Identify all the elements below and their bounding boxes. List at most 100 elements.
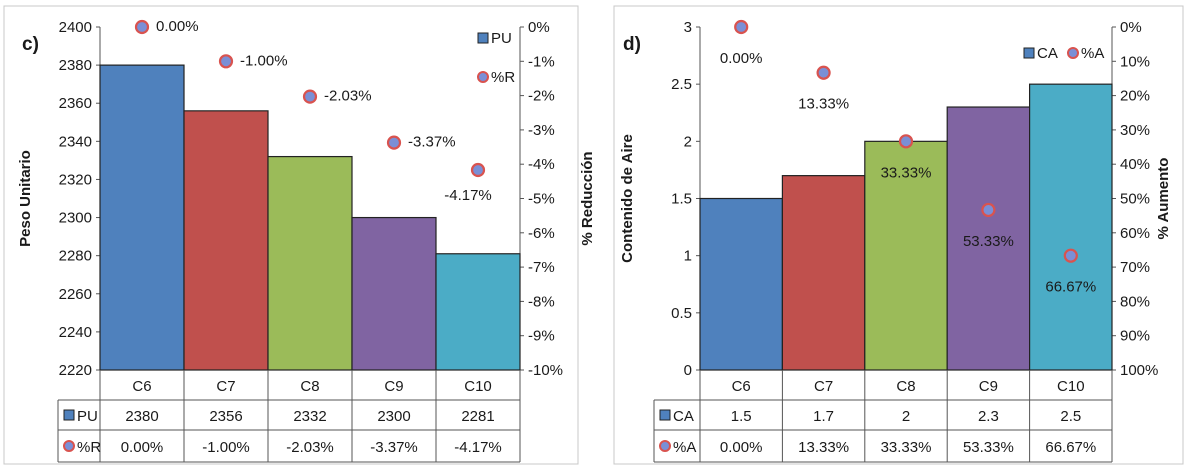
point-label: 0.00%	[156, 18, 199, 35]
y-tick-label: 0.5	[671, 305, 692, 322]
y2-tick-label: 0%	[528, 19, 550, 36]
table-series-name: CA	[673, 408, 694, 425]
data-table: C6 C7 C8 C9 C10 PU 2380 2356 2332 2300 2281 %R 0.00%…	[57, 370, 521, 463]
y2-tick-label: -4%	[528, 156, 555, 173]
panel-border	[3, 5, 579, 465]
table-marker-point	[659, 440, 671, 452]
point-marker	[734, 19, 749, 35]
legend-marker-point	[477, 71, 489, 83]
table-cell-bar: 2356	[209, 408, 242, 425]
y2-tick-label: -7%	[528, 259, 555, 276]
x-category-label: C7	[216, 378, 235, 395]
y-tick-label: 2300	[59, 210, 92, 227]
bar-c10	[1028, 83, 1113, 371]
data-table: C6 C7 C8 C9 C10 CA 1.5 1.7 2 2.3 2.5 %A 0.00% 13.33% 3…	[653, 370, 1113, 463]
bar-c9	[946, 106, 1031, 371]
point-marker	[218, 54, 234, 69]
point-label: 0.00%	[720, 50, 763, 67]
y-tick-label: 2	[684, 133, 692, 150]
y2-tick-label: -2%	[528, 88, 555, 105]
legend-marker-point	[1067, 47, 1079, 59]
bar-c8	[864, 140, 948, 371]
table-cell-point: -3.37%	[370, 439, 418, 456]
y-tick-label: 2340	[59, 133, 92, 150]
y-tick-label: 2280	[59, 248, 92, 265]
y-tick-label: 2320	[59, 171, 92, 188]
table-cell-bar: 2332	[293, 408, 326, 425]
point-marker	[981, 202, 996, 218]
legend: CA %A	[1023, 45, 1104, 62]
y-tick-label: 1.5	[671, 191, 692, 208]
bar-c9	[351, 216, 437, 371]
y-tick-label: 1	[684, 248, 692, 265]
y2-tick-label: -6%	[528, 225, 555, 242]
table-series-name: PU	[77, 408, 98, 425]
chart-panel-d: d)00.511.522.53 0%10%20%30%40%50%60%70%80…	[613, 5, 1184, 465]
y-axis-title: Contenido de Aire	[619, 134, 636, 263]
table-swatch-bar	[63, 409, 75, 421]
x-category-label: C9	[384, 378, 403, 395]
y2-tick-label: 10%	[1120, 53, 1150, 70]
table-series-name: %A	[673, 439, 696, 456]
y2-tick-label: -3%	[528, 122, 555, 139]
table-swatch-bar	[659, 409, 671, 421]
table-cell-bar: 2.5	[1060, 408, 1081, 425]
table-cell-point: 13.33%	[798, 439, 849, 456]
table-cell-bar: 1.5	[731, 408, 752, 425]
point-marker	[898, 134, 914, 149]
y-tick-label: 2360	[59, 95, 92, 112]
y2-axis-title: % Aumento	[1155, 158, 1172, 240]
point-marker	[302, 89, 318, 104]
table-cell-point: 0.00%	[121, 439, 164, 456]
legend-swatch-bar	[1023, 47, 1035, 59]
bar-c6	[699, 197, 784, 371]
y-tick-label: 2400	[59, 19, 92, 36]
table-cell-bar: 2300	[377, 408, 410, 425]
y-tick-label: 0	[684, 362, 692, 379]
legend-label-bar: CA	[1037, 45, 1058, 62]
y2-tick-label: 0%	[1120, 19, 1142, 36]
point-marker	[134, 19, 150, 35]
y2-tick-label: 50%	[1120, 191, 1150, 208]
x-category-label: C7	[814, 378, 833, 395]
legend-swatch-bar	[477, 32, 489, 44]
legend-label-bar: PU	[491, 30, 512, 47]
y-axis-title: Peso Unitario	[17, 150, 34, 247]
point-label: 53.33%	[963, 233, 1014, 250]
bar-c8	[267, 155, 353, 371]
point-label: -3.37%	[408, 134, 456, 151]
table-marker-point	[63, 440, 75, 452]
table-cell-point: -2.03%	[286, 439, 334, 456]
x-category-label: C6	[732, 378, 751, 395]
y2-tick-label: -5%	[528, 191, 555, 208]
point-label: -2.03%	[324, 88, 372, 105]
y2-tick-label: -10%	[528, 362, 563, 379]
x-category-label: C10	[464, 378, 492, 395]
point-label: 66.67%	[1045, 279, 1096, 296]
chart-panel-c: c) 2220 2240 2260 2280 2300 2320 2340 2360 2380 24…	[3, 5, 596, 465]
table-cell-bar: 2281	[461, 408, 494, 425]
point-marker	[470, 162, 486, 178]
panel-border	[613, 5, 1184, 465]
table-cell-bar: 1.7	[813, 408, 834, 425]
legend: PU %R	[477, 30, 515, 86]
y-tick-label: 2260	[59, 286, 92, 303]
y2-tick-label: -9%	[528, 328, 555, 345]
point-label: 13.33%	[798, 96, 849, 113]
x-category-label: C8	[300, 378, 319, 395]
y2-tick-label: 100%	[1120, 362, 1158, 379]
x-category-label: C10	[1057, 378, 1085, 395]
legend-label-point: %R	[491, 69, 515, 86]
x-category-label: C6	[132, 378, 151, 395]
y-tick-label: 2220	[59, 362, 92, 379]
bar-c7	[183, 110, 269, 371]
panel-letter: d)	[623, 34, 641, 55]
point-label: -4.17%	[444, 187, 492, 204]
bar-c10	[435, 253, 521, 371]
y2-tick-label: 60%	[1120, 225, 1150, 242]
y2-axis-title: % Reducción	[579, 151, 596, 245]
y-tick-label: 2240	[59, 324, 92, 341]
table-cell-bar: 2380	[125, 408, 158, 425]
panel-letter: c)	[22, 34, 39, 55]
